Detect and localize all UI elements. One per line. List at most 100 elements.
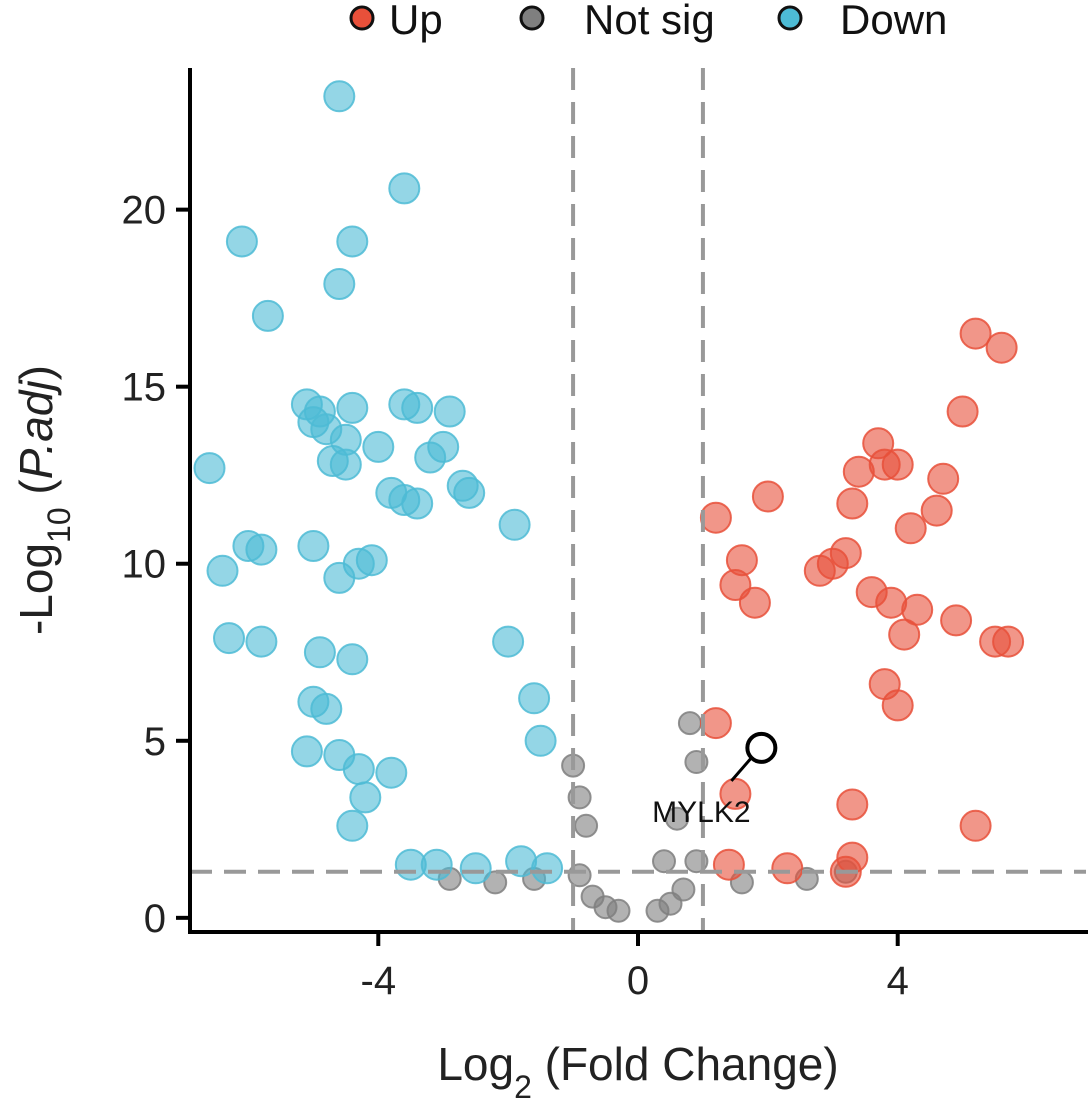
point-up [959,809,992,842]
series-notsig [437,711,858,923]
point-down [193,452,226,485]
y-axis-title: -Log10 (P.adj) [10,365,77,635]
point-up [940,604,973,637]
y-tick-label: 5 [144,720,166,764]
point-down [206,554,239,587]
legend: Up Not sig Down [349,0,947,43]
y-axis-title-open: ( [10,479,62,508]
point-down [342,753,375,786]
annotation-marker [745,731,778,764]
point-down [401,487,434,520]
point-up [803,554,836,587]
legend-marker-up [349,5,375,31]
x-tick-label: -4 [361,959,397,1003]
legend-label-notsig: Not sig [584,0,715,43]
point-down [303,636,336,669]
point-down [433,395,466,428]
point-down [290,735,323,768]
annotation-label: MYLK2 [652,796,750,829]
point-notsig [671,877,696,902]
annotation-leader [730,756,753,782]
x-ticks: -4 0 4 [361,932,909,1003]
point-down [323,561,356,594]
point-up [719,777,752,810]
series-up [699,317,1025,888]
annotation: MYLK2 [652,731,778,829]
threshold-lines [190,68,1086,932]
point-down [323,268,356,300]
point-up [894,512,927,545]
point-down [492,625,525,658]
y-axis-title-sub: 10 [41,507,77,543]
y-tick-label: 10 [122,543,167,587]
series-down [193,80,564,885]
point-up [959,317,992,350]
point-up [836,788,869,821]
point-down [225,225,258,258]
x-tick-label: 0 [627,959,649,1003]
point-notsig [574,813,599,838]
point-down [336,643,369,676]
point-down [323,80,356,113]
point-up [992,625,1025,658]
point-notsig [665,806,689,831]
x-axis-title-base: Log [437,1038,514,1090]
point-up [699,707,732,740]
point-down [531,852,564,885]
point-up [881,448,914,481]
point-up [901,593,934,626]
point-down [329,448,362,481]
point-up [985,331,1018,364]
point-down [388,172,421,205]
point-down [349,781,382,814]
point-down [251,299,284,332]
point-notsig [483,870,508,895]
point-down [336,391,369,424]
legend-label-down: Down [840,0,947,43]
point-down [401,391,434,424]
point-down [524,724,557,757]
point-down [245,533,278,566]
point-down [213,622,245,655]
point-down [518,682,551,715]
point-down [336,225,369,258]
legend-marker-down [777,5,803,31]
point-down [336,809,369,842]
y-ticks: 0 5 10 15 20 [122,189,190,941]
point-down [245,625,278,658]
point-up [771,852,804,885]
point-down [459,852,492,885]
x-axis-title-rest: (Fold Change) [532,1038,839,1090]
point-up [738,586,771,619]
y-tick-label: 20 [122,189,167,233]
point-down [310,692,343,725]
point-up [927,462,960,495]
point-notsig [652,849,676,874]
legend-label-up: Up [389,0,443,43]
point-notsig [606,898,631,923]
point-down [362,430,395,463]
x-axis-title-sub: 2 [514,1069,532,1100]
point-down [297,530,330,562]
point-down [414,441,447,474]
point-notsig [677,711,702,736]
point-up [881,689,914,722]
point-up [888,618,921,651]
point-up [699,501,732,534]
y-axis-title-italic: P.adj [10,379,62,480]
point-up [946,395,979,428]
point-down [498,508,531,541]
y-tick-label: 0 [144,897,166,941]
y-tick-label: 15 [122,366,167,410]
point-up [712,848,745,881]
point-down [453,476,486,509]
x-axis-title: Log2 (Fold Change) [437,1038,838,1100]
points-layer [193,80,1025,923]
y-axis-title-close: ) [10,365,62,380]
point-down [420,848,453,881]
point-notsig [580,884,605,909]
point-up [836,487,869,520]
axes [188,68,1088,934]
point-down [375,756,408,789]
